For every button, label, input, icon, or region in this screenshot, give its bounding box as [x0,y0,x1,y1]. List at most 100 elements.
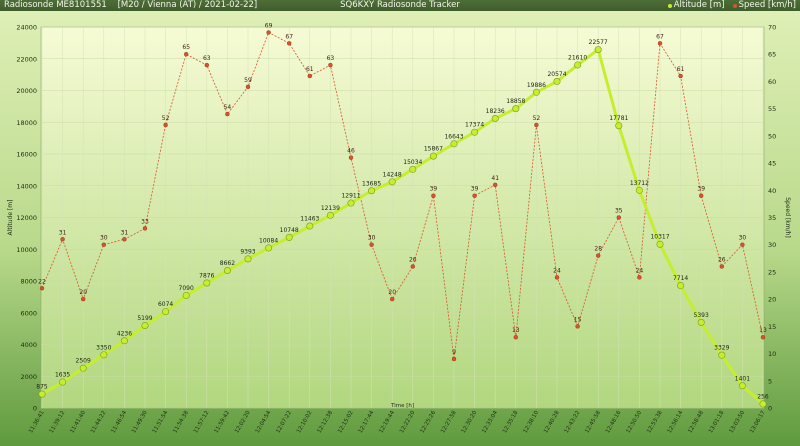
altitude-data-label: 20574 [547,71,566,78]
altitude-data-label: 256 [757,393,769,400]
altitude-point [326,211,334,219]
altitude-point [759,400,767,408]
altitude-data-label: 16643 [444,133,463,140]
right-axis-tick-label: 30 [768,241,776,249]
altitude-point [553,77,561,85]
speed-data-label: 39 [471,186,479,193]
right-axis-title: Speed [km/h] [784,197,791,238]
right-axis-tick-label: 55 [768,105,776,113]
altitude-point [574,61,582,69]
altitude-data-label: 18236 [486,108,505,115]
altitude-series-line [41,48,764,406]
altitude-data-label: 10748 [280,227,299,234]
right-axis-tick-label: 0 [768,405,772,413]
speed-point [60,237,65,242]
altitude-data-label: 10317 [650,234,669,241]
speed-swatch-icon [732,3,737,8]
altitude-data-label: 12139 [321,205,340,212]
altitude-data-label: 5199 [137,315,152,322]
speed-point [451,356,457,362]
speed-point [328,62,333,68]
altitude-point [306,222,314,230]
speed-data-label: 35 [615,208,623,215]
left-axis-tick-label: 6000 [20,309,37,317]
speed-point [183,52,189,57]
speed-data-label: 41 [491,175,499,182]
sonde-info: Radiosonde ME8101551 [M20 / Vienna (AT) … [4,0,258,10]
altitude-point [738,382,746,390]
right-axis-tick-label: 5 [768,377,772,385]
altitude-data-label: 7876 [199,272,214,279]
speed-data-label: 13 [759,327,767,334]
speed-point [554,275,560,280]
speed-point [719,264,724,269]
altitude-point [532,88,540,96]
left-axis-tick-label: 24000 [16,24,37,32]
speed-point [410,264,415,269]
speed-data-label: 15 [574,316,582,323]
altitude-point [285,233,293,241]
altitude-point [615,122,623,130]
speed-data-label: 54 [224,104,232,111]
speed-point [431,193,436,198]
legend-item-altitude[interactable]: Altitude [m] [667,0,725,11]
speed-data-label: 22 [38,278,46,285]
right-axis-tick-label: 45 [768,160,776,168]
speed-data-label: 33 [141,218,149,225]
altitude-point [512,105,520,113]
altitude-data-label: 8662 [220,260,235,267]
speed-point [657,41,663,46]
altitude-data-label: 13685 [362,180,381,187]
speed-point [245,84,251,90]
speed-point [80,296,86,302]
left-axis-tick-label: 8000 [20,278,37,286]
altitude-data-label: 4236 [117,330,132,337]
altitude-swatch-icon [667,3,672,8]
legend-label-altitude: Altitude [m] [673,0,725,10]
altitude-point [656,240,664,248]
altitude-data-label: 9393 [240,248,255,255]
altitude-point [182,291,190,299]
right-axis-tick-label: 50 [768,132,776,140]
right-axis-tick-label: 65 [768,51,776,59]
right-axis-tick-label: 60 [768,78,776,86]
right-axis-tick-label: 10 [768,350,776,358]
speed-data-label: 46 [347,148,355,155]
speed-data-label: 20 [79,289,87,296]
speed-point [122,237,127,242]
left-axis-tick-label: 4000 [20,341,37,349]
altitude-point [450,140,458,148]
altitude-point [100,351,108,359]
speed-point [287,41,292,46]
altitude-data-label: 3329 [714,345,729,352]
speed-point [637,275,642,280]
left-axis-tick-label: 14000 [16,182,37,190]
title-bar: Radiosonde ME8101551 [M20 / Vienna (AT) … [0,0,800,11]
speed-data-label: 26 [409,256,417,263]
speed-data-label: 69 [265,22,273,29]
right-axis-tick-label: 70 [768,24,776,32]
speed-point [513,335,518,340]
altitude-data-label: 22577 [589,39,608,46]
left-axis-tick-label: 18000 [16,119,37,127]
speed-data-label: 61 [677,66,685,73]
speed-point [101,242,107,247]
altitude-data-label: 19886 [527,82,546,89]
speed-point [472,193,477,198]
right-axis-tick-label: 35 [768,214,776,222]
altitude-point [59,378,67,386]
left-axis-tick-label: 2000 [20,373,37,381]
altitude-data-label: 7090 [179,285,194,292]
chart-legend[interactable]: Altitude [m] Speed [km/h] [667,0,796,11]
x-axis-title: Time [h] [390,403,414,409]
speed-data-label: 61 [306,66,314,73]
legend-item-speed[interactable]: Speed [km/h] [732,0,796,11]
legend-label-speed: Speed [km/h] [738,0,796,10]
altitude-point [471,128,479,136]
altitude-data-label: 15867 [424,146,443,153]
right-axis-tick-label: 25 [768,268,776,276]
speed-data-label: 63 [203,55,211,62]
altitude-data-label: 12911 [341,193,360,200]
altitude-point [223,266,231,274]
speed-point [142,226,148,231]
